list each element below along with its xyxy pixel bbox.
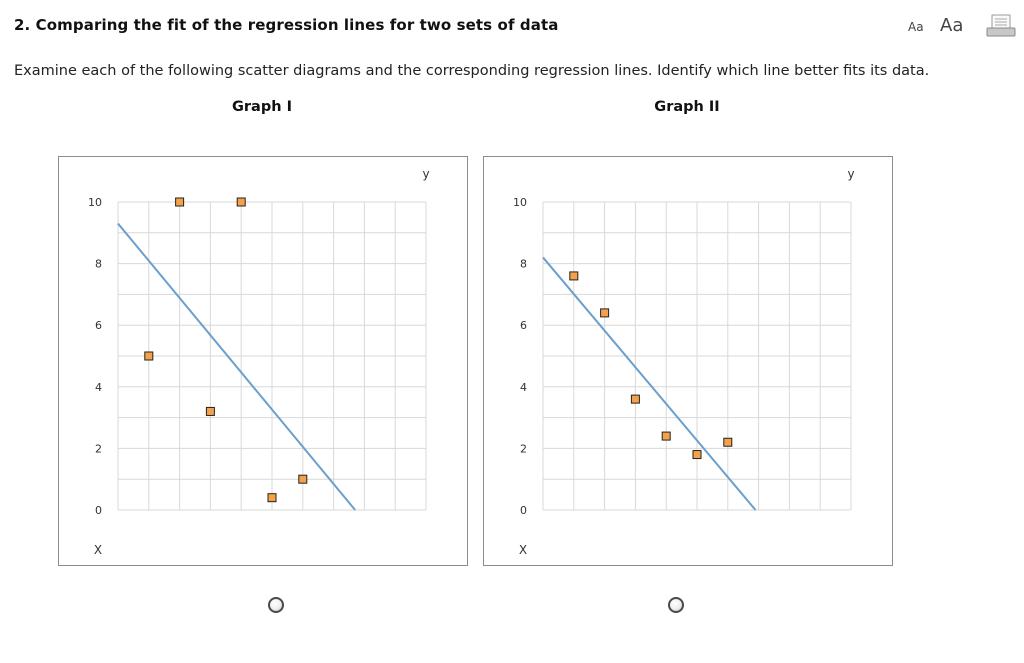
graph-2-scatter-chart: 0 2 4 6 8 10 y X [483, 156, 893, 566]
y-axis-label: y [847, 167, 854, 181]
y-tick-label: 8 [520, 258, 527, 271]
regression-line [542, 256, 757, 511]
y-tick-label: 2 [95, 442, 102, 455]
graph-2-plot: 0 2 4 6 8 10 y X [513, 167, 855, 557]
y-tick-label: 6 [95, 319, 102, 332]
instruction-text: Examine each of the following scatter di… [14, 63, 930, 79]
question-title: 2. Comparing the fit of the regression l… [14, 16, 559, 34]
y-tick-label: 10 [513, 196, 527, 209]
regression-line [117, 222, 356, 511]
graph-1-plot: 0 2 4 6 8 10 y X [88, 167, 430, 557]
data-point [600, 308, 610, 318]
data-point [630, 394, 640, 404]
y-tick-label: 0 [520, 504, 527, 517]
y-axis-label: y [422, 167, 429, 181]
data-point [144, 351, 154, 361]
data-point [267, 493, 277, 503]
y-tick-label: 10 [88, 196, 102, 209]
graph-2-label: Graph II [654, 99, 720, 115]
graph-1-radio-button[interactable] [268, 597, 284, 613]
y-tick-label: 0 [95, 504, 102, 517]
data-point [661, 431, 671, 441]
decrease-text-size-button[interactable]: Aa [908, 20, 924, 34]
data-point [298, 474, 308, 484]
x-axis-label: X [519, 543, 527, 557]
x-axis-label: X [94, 543, 102, 557]
y-tick-label: 6 [520, 319, 527, 332]
data-point [569, 271, 579, 281]
increase-text-size-button[interactable]: Aa [940, 15, 964, 36]
data-point [723, 437, 733, 447]
y-tick-label: 8 [95, 258, 102, 271]
graph-1-label: Graph I [232, 99, 292, 115]
graph-1-scatter-chart: 0 2 4 6 8 10 y X [58, 156, 468, 566]
data-point [205, 406, 215, 416]
print-icon[interactable] [986, 14, 1016, 38]
toolbar: Aa Aa [904, 12, 1024, 40]
y-tick-label: 2 [520, 442, 527, 455]
y-tick-label: 4 [520, 381, 527, 394]
y-tick-label: 4 [95, 381, 102, 394]
data-point [692, 450, 702, 460]
data-point [175, 197, 185, 207]
graph-2-radio-button[interactable] [668, 597, 684, 613]
data-point [236, 197, 246, 207]
